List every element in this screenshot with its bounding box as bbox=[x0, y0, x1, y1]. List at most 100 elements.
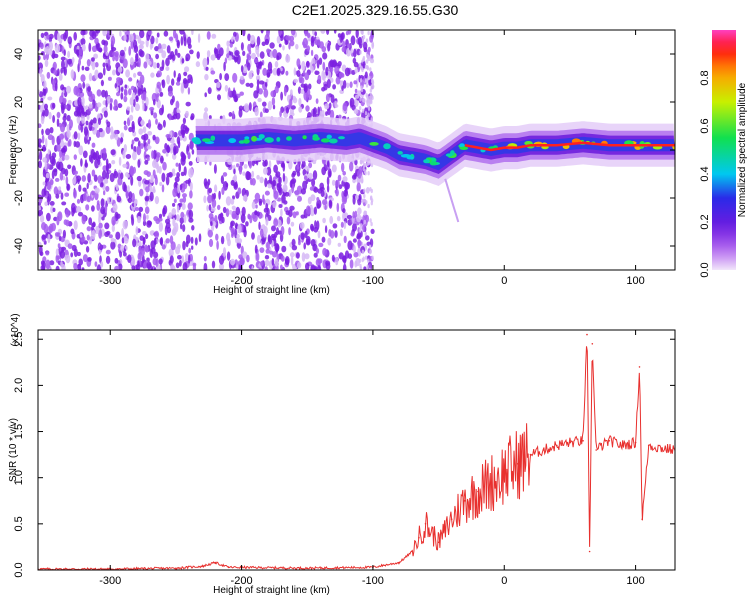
noise-speck bbox=[327, 160, 330, 168]
noise-speck bbox=[116, 195, 122, 203]
noise-speck bbox=[363, 266, 367, 270]
noise-speck bbox=[361, 249, 365, 254]
noise-speck bbox=[235, 206, 241, 216]
noise-speck bbox=[206, 50, 211, 58]
noise-speck bbox=[66, 183, 71, 191]
noise-speck bbox=[360, 223, 363, 228]
noise-speck bbox=[207, 229, 213, 238]
noise-speck bbox=[173, 70, 176, 78]
noise-speck bbox=[213, 192, 216, 200]
noise-speck bbox=[38, 55, 41, 61]
noise-speck bbox=[137, 37, 142, 44]
noise-speck bbox=[362, 55, 366, 61]
noise-speck bbox=[156, 265, 161, 270]
noise-speck bbox=[62, 229, 66, 239]
noise-speck bbox=[188, 217, 194, 223]
noise-speck bbox=[67, 243, 73, 250]
noise-speck bbox=[85, 120, 89, 126]
noise-speck bbox=[105, 249, 111, 255]
noise-speck bbox=[51, 157, 56, 166]
noise-speck bbox=[210, 221, 213, 227]
noise-speck bbox=[229, 42, 233, 48]
noise-speck bbox=[175, 246, 181, 255]
noise-speck bbox=[236, 241, 242, 249]
noise-speck bbox=[360, 85, 363, 90]
noise-speck bbox=[327, 42, 331, 52]
noise-speck bbox=[146, 145, 152, 150]
noise-speck bbox=[78, 258, 83, 266]
noise-speck bbox=[327, 237, 332, 246]
noise-speck bbox=[364, 64, 368, 70]
noise-speck bbox=[120, 244, 125, 253]
noise-speck bbox=[133, 146, 137, 153]
ridge-blob bbox=[459, 143, 465, 148]
noise-speck bbox=[358, 62, 362, 68]
noise-speck bbox=[145, 233, 149, 240]
noise-speck bbox=[301, 252, 306, 262]
noise-speck bbox=[208, 187, 213, 194]
noise-speck bbox=[230, 258, 236, 266]
noise-speck bbox=[359, 50, 362, 55]
noise-speck bbox=[220, 235, 225, 245]
noise-speck bbox=[85, 105, 89, 110]
noise-speck bbox=[357, 36, 362, 46]
noise-speck bbox=[266, 207, 270, 217]
snr-point bbox=[477, 490, 479, 493]
noise-speck bbox=[152, 188, 156, 194]
noise-speck bbox=[47, 149, 51, 155]
noise-speck bbox=[95, 129, 101, 138]
x-tick-label: -300 bbox=[99, 275, 121, 287]
ridge-blob bbox=[193, 139, 202, 145]
noise-speck bbox=[216, 240, 219, 250]
noise-speck bbox=[48, 41, 53, 51]
noise-speck bbox=[118, 156, 122, 166]
noise-speck bbox=[117, 172, 122, 179]
noise-speck bbox=[168, 171, 173, 178]
noise-speck bbox=[61, 104, 65, 114]
noise-speck bbox=[185, 53, 191, 62]
noise-speck bbox=[207, 87, 212, 95]
noise-speck bbox=[272, 67, 278, 76]
noise-speck bbox=[360, 30, 363, 34]
noise-speck bbox=[236, 54, 241, 65]
y-axis-multiplier: (x10^4) bbox=[10, 313, 21, 346]
noise-speck bbox=[296, 58, 301, 68]
noise-speck bbox=[82, 150, 88, 159]
noise-speck bbox=[210, 70, 216, 75]
noise-speck bbox=[73, 220, 78, 231]
noise-speck bbox=[38, 91, 44, 98]
noise-speck bbox=[279, 110, 282, 117]
noise-speck bbox=[87, 139, 90, 145]
noise-speck bbox=[334, 100, 338, 108]
noise-speck bbox=[336, 215, 341, 222]
noise-speck bbox=[220, 212, 224, 218]
noise-speck bbox=[135, 52, 139, 63]
noise-speck bbox=[307, 83, 312, 90]
ridge-tail bbox=[444, 178, 460, 223]
ridge-blob bbox=[328, 138, 338, 144]
noise-speck bbox=[161, 79, 164, 86]
noise-speck bbox=[353, 108, 359, 115]
noise-speck bbox=[80, 74, 86, 82]
noise-speck bbox=[153, 216, 159, 222]
noise-speck bbox=[357, 169, 363, 179]
noise-speck bbox=[256, 65, 260, 76]
noise-speck bbox=[79, 233, 83, 238]
noise-speck bbox=[210, 54, 216, 61]
noise-speck bbox=[71, 57, 75, 64]
ridge-blob bbox=[243, 138, 250, 144]
noise-speck bbox=[54, 177, 60, 182]
noise-speck bbox=[299, 222, 305, 229]
noise-speck bbox=[91, 205, 95, 212]
noise-speck bbox=[150, 42, 154, 49]
noise-speck bbox=[123, 237, 129, 244]
noise-speck bbox=[162, 161, 167, 171]
noise-speck bbox=[185, 101, 191, 107]
snr-point bbox=[411, 550, 414, 553]
noise-speck bbox=[72, 206, 76, 214]
noise-speck bbox=[123, 252, 127, 257]
noise-speck bbox=[338, 72, 344, 78]
noise-speck bbox=[282, 162, 286, 172]
noise-speck bbox=[191, 225, 195, 231]
noise-speck bbox=[133, 44, 139, 54]
